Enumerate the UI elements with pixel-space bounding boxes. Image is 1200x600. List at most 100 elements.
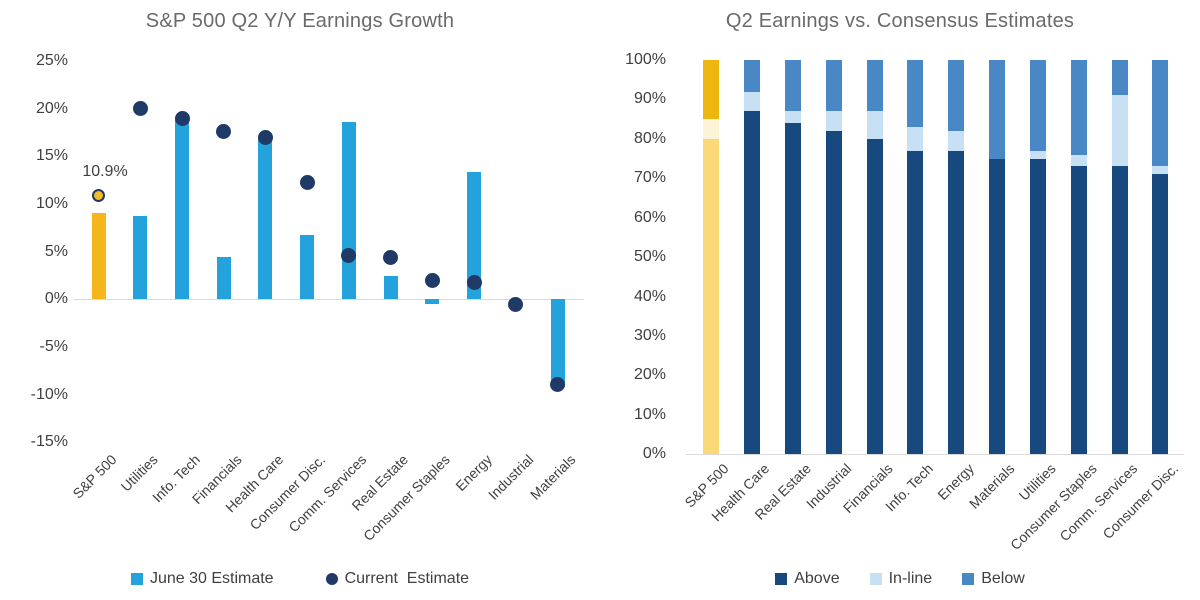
inline-segment: [1111, 95, 1128, 167]
right-chart-title: Q2 Earnings vs. Consensus Estimates: [725, 10, 1075, 32]
y-axis-tick-label: 100%: [625, 51, 666, 68]
current-estimate-point: [216, 123, 232, 139]
legend-item-below: Below: [962, 570, 1025, 588]
above-label: Above: [794, 570, 840, 587]
legend-item-june30: June 30 Estimate: [130, 570, 274, 588]
june30-estimate-label: June 30 Estimate: [149, 570, 274, 587]
y-axis-tick-label: 10%: [633, 405, 666, 423]
current-estimate-label: Current Estimate: [344, 570, 470, 587]
inline-segment: [784, 111, 801, 124]
current-estimate-point: [257, 129, 273, 145]
right-chart-legend: Above In-line Below: [600, 566, 1200, 592]
inline-marker: [869, 573, 882, 585]
current-estimate-point: [92, 188, 106, 202]
inline-segment: [948, 130, 965, 151]
inline-segment: [1152, 166, 1169, 175]
legend-item-current: Current Estimate: [325, 570, 470, 588]
above-segment: [1111, 166, 1128, 455]
inline-segment: [703, 119, 720, 139]
above-segment: [989, 158, 1006, 455]
above-segment: [703, 138, 720, 455]
june30-estimate-bar: [258, 139, 273, 300]
y-axis-tick-label: 15%: [35, 147, 68, 165]
current-estimate-point: [550, 376, 566, 392]
june30-estimate-bar: [216, 257, 231, 300]
june30-estimate-bar: [300, 235, 315, 300]
y-axis-tick-label: 0%: [642, 445, 666, 463]
current-estimate-point: [508, 296, 524, 312]
below-label: Below: [981, 570, 1025, 587]
above-segment: [784, 123, 801, 455]
y-axis-tick-label: 0%: [44, 290, 68, 308]
below-segment: [866, 60, 883, 112]
below-segment: [1111, 60, 1128, 96]
y-axis-tick-label: -10%: [30, 385, 68, 403]
above-segment: [1152, 174, 1169, 455]
legend-item-inline: In-line: [869, 570, 933, 588]
above-segment: [825, 130, 842, 455]
june30-estimate-bar: [383, 276, 398, 300]
inline-segment: [825, 111, 842, 131]
left-chart-legend: June 30 Estimate Current Estimate: [0, 566, 600, 592]
current-estimate-point: [424, 272, 440, 288]
y-axis-tick-label: 90%: [633, 90, 666, 108]
y-axis-tick-label: 50%: [633, 248, 666, 266]
june30-estimate-bar: [133, 216, 148, 300]
above-segment: [1070, 166, 1087, 455]
x-axis-line: [74, 299, 584, 300]
above-segment: [948, 150, 965, 455]
y-axis-tick-label: 60%: [633, 208, 666, 226]
inline-segment: [907, 127, 924, 151]
below-segment: [744, 60, 761, 92]
below-segment: [1029, 60, 1046, 151]
june30-estimate-bar: [550, 299, 565, 388]
current-estimate-point: [132, 101, 148, 116]
sp500-current-estimate-data-label: 10.9%: [82, 163, 128, 180]
y-axis-tick-label: 25%: [35, 51, 68, 69]
below-segment: [989, 60, 1006, 159]
y-axis-tick-label: -5%: [39, 338, 68, 355]
legend-item-above: Above: [775, 570, 840, 588]
below-segment: [703, 60, 720, 120]
inline-segment: [1070, 154, 1087, 167]
below-marker: [962, 573, 975, 585]
y-axis-tick-label: 10%: [35, 194, 68, 212]
current-estimate-point: [383, 249, 399, 265]
june30-estimate-bar: [91, 213, 106, 300]
y-axis-tick-label: 40%: [633, 287, 666, 305]
y-axis-tick-label: 30%: [633, 327, 666, 344]
current-estimate-point: [466, 274, 482, 290]
x-axis-category-label: Consumer Disc.: [1099, 460, 1182, 543]
y-axis-tick-label: 20%: [35, 99, 68, 117]
y-axis-tick-label: 20%: [633, 366, 666, 384]
below-segment: [825, 60, 842, 112]
inline-segment: [1029, 150, 1046, 159]
current-estimate-point: [299, 175, 315, 191]
june30-estimate-bar: [425, 299, 440, 305]
below-segment: [1070, 60, 1087, 155]
left-chart-title: S&P 500 Q2 Y/Y Earnings Growth: [145, 10, 455, 32]
june30-estimate-marker: [130, 573, 143, 585]
above-segment: [866, 138, 883, 455]
june30-estimate-bar: [175, 119, 190, 300]
below-segment: [1152, 60, 1169, 167]
x-axis-line: [686, 454, 1184, 455]
above-marker: [775, 573, 788, 585]
june30-estimate-bar: [467, 172, 482, 300]
below-segment: [784, 60, 801, 112]
inline-label: In-line: [888, 570, 933, 587]
y-axis-tick-label: -15%: [30, 433, 68, 451]
y-axis-tick-label: 5%: [44, 242, 68, 260]
below-segment: [948, 60, 965, 131]
y-axis-tick-label: 80%: [633, 129, 666, 147]
inline-segment: [744, 91, 761, 112]
above-segment: [907, 150, 924, 455]
below-segment: [907, 60, 924, 128]
inline-segment: [866, 111, 883, 139]
current-estimate-marker: [325, 573, 338, 585]
above-segment: [744, 111, 761, 455]
above-segment: [1029, 158, 1046, 455]
current-estimate-point: [174, 110, 190, 126]
y-axis-tick-label: 70%: [633, 169, 666, 187]
